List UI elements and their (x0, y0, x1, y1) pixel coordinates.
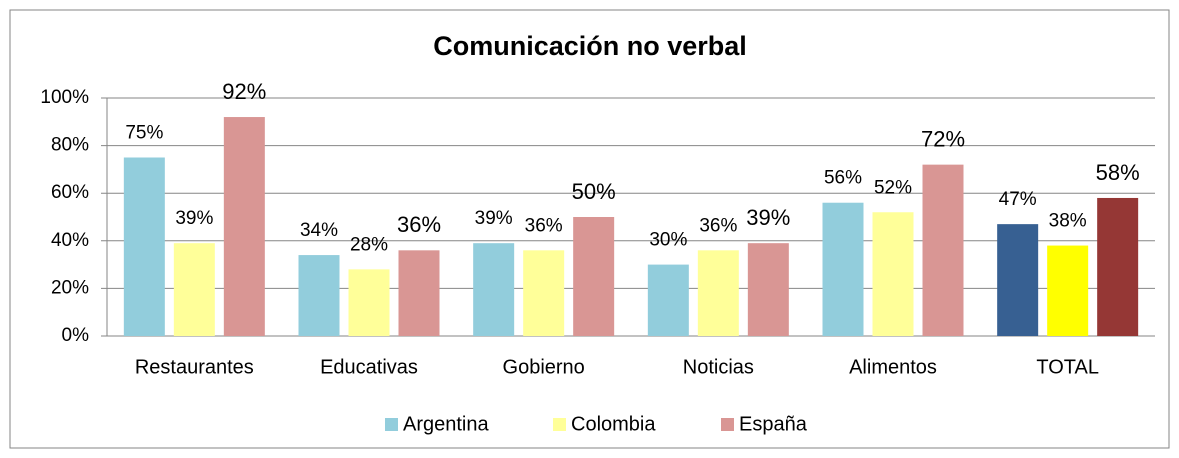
y-tick-label: 80% (51, 135, 89, 156)
bar (298, 255, 340, 336)
value-label: 72% (921, 126, 965, 151)
value-label: 47% (999, 189, 1037, 210)
bar (747, 243, 789, 336)
bar (697, 250, 739, 336)
y-tick-label: 0% (62, 325, 90, 346)
bar (997, 224, 1039, 336)
value-label: 28% (350, 234, 388, 255)
legend-swatch (385, 418, 398, 431)
value-label: 52% (874, 177, 912, 198)
value-label: 39% (475, 208, 513, 229)
bar (922, 164, 964, 336)
value-label: 39% (746, 205, 790, 230)
x-tick-label: Alimentos (849, 356, 937, 378)
value-label: 30% (649, 230, 687, 251)
value-label: 75% (125, 123, 163, 144)
chart-title: Comunicación no verbal (433, 31, 747, 61)
bar (348, 269, 390, 336)
x-tick-label: Gobierno (503, 356, 585, 378)
legend-swatch (553, 418, 566, 431)
bar (523, 250, 565, 336)
legend-swatch (721, 418, 734, 431)
value-label: 38% (1049, 211, 1087, 232)
value-label: 36% (699, 215, 737, 236)
value-label: 39% (175, 208, 213, 229)
bar (473, 243, 515, 336)
bar (173, 243, 215, 336)
x-tick-label: Noticias (683, 356, 754, 378)
value-label: 34% (300, 220, 338, 241)
legend-label: Argentina (403, 413, 489, 435)
y-tick-label: 20% (51, 277, 89, 298)
value-label: 58% (1096, 160, 1140, 185)
bar (822, 202, 864, 336)
value-label: 36% (397, 212, 441, 237)
bar (647, 264, 689, 336)
y-tick-label: 100% (40, 87, 89, 108)
bar (223, 117, 265, 336)
bar (573, 217, 615, 336)
bar (123, 157, 165, 336)
value-label: 50% (572, 179, 616, 204)
legend-label: España (739, 413, 808, 435)
bar (1097, 197, 1139, 336)
bar (1047, 245, 1089, 336)
value-label: 92% (222, 79, 266, 104)
legend-label: Colombia (571, 413, 656, 435)
y-tick-label: 60% (51, 182, 89, 203)
y-tick-label: 40% (51, 230, 89, 251)
bar (398, 250, 440, 336)
x-tick-label: Educativas (320, 356, 418, 378)
x-tick-label: TOTAL (1036, 356, 1099, 378)
value-label: 36% (525, 215, 563, 236)
bar (872, 212, 914, 336)
x-tick-label: Restaurantes (135, 356, 254, 378)
value-label: 56% (824, 168, 862, 189)
